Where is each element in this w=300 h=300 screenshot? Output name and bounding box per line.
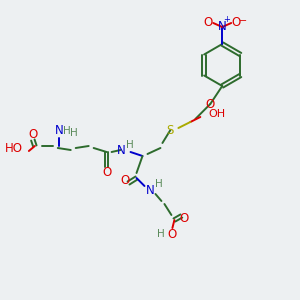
Text: H: H [157,229,164,239]
Text: N: N [218,20,226,34]
Text: O: O [168,227,177,241]
Text: N: N [117,143,126,157]
Text: O: O [28,128,38,140]
Text: H: H [154,179,162,189]
Text: OH: OH [208,109,225,119]
Text: O: O [180,212,189,224]
Text: O: O [232,16,241,29]
Text: H: H [126,140,134,150]
Text: S: S [167,124,174,136]
Text: O: O [206,98,215,110]
Text: HO: HO [5,142,23,155]
Text: N: N [54,124,63,137]
Text: +: + [223,16,230,25]
Text: −: − [239,16,247,26]
Text: O: O [102,166,111,178]
Text: H: H [70,128,78,138]
Text: O: O [204,16,213,29]
Text: H: H [63,126,70,136]
Text: N: N [146,184,155,196]
Text: O: O [120,175,129,188]
